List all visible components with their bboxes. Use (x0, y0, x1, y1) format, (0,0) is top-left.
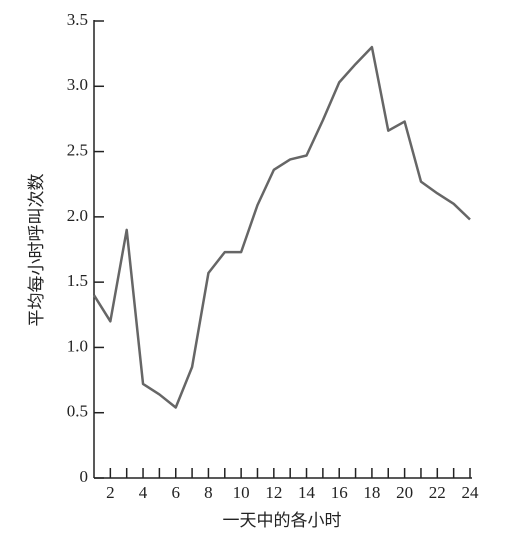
x-tick-label: 20 (396, 483, 413, 502)
y-tick-label: 3.5 (67, 10, 88, 29)
y-tick-label: 1.5 (67, 271, 88, 290)
x-tick-label: 4 (139, 483, 148, 502)
y-tick-label: 2.5 (67, 140, 88, 159)
x-tick-label: 18 (363, 483, 380, 502)
y-axis-label: 平均每小时呼叫次数 (27, 174, 46, 327)
y-tick-label: 1.0 (67, 336, 88, 355)
y-tick-label: 3.0 (67, 75, 88, 94)
x-tick-label: 24 (462, 483, 480, 502)
y-tick-label: 0.5 (67, 402, 88, 421)
x-tick-label: 12 (265, 483, 282, 502)
y-tick-label: 0 (80, 467, 89, 486)
x-tick-label: 16 (331, 483, 348, 502)
x-tick-label: 14 (298, 483, 316, 502)
y-tick-label: 2.0 (67, 206, 88, 225)
x-tick-label: 22 (429, 483, 446, 502)
x-tick-label: 8 (204, 483, 213, 502)
data-line (92, 45, 471, 409)
x-axis-label: 一天中的各小时 (223, 511, 342, 530)
x-tick-label: 2 (106, 483, 115, 502)
x-tick-label: 10 (233, 483, 250, 502)
x-tick-label: 6 (171, 483, 180, 502)
